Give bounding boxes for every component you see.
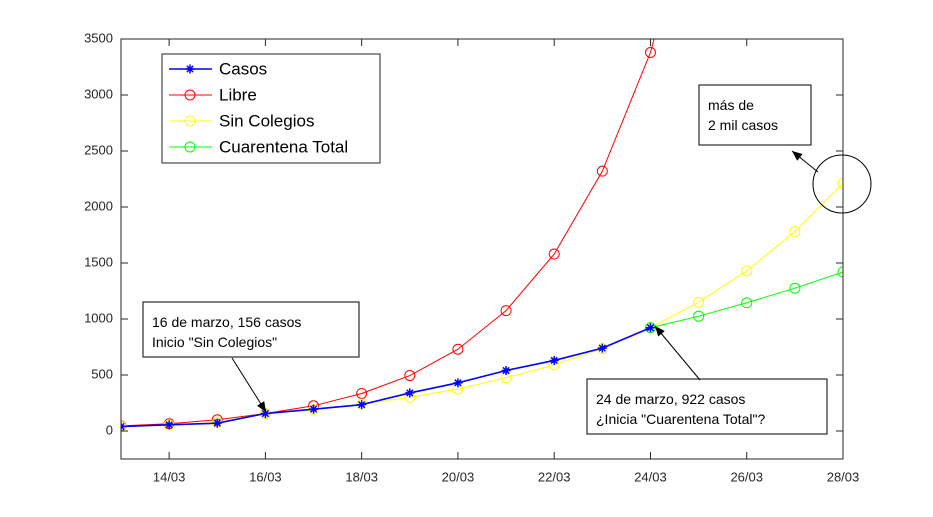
y-tick-label: 3500 bbox=[84, 30, 113, 45]
axes-box bbox=[120, 38, 844, 460]
plot-area bbox=[121, 39, 843, 433]
series-line bbox=[650, 271, 843, 329]
y-tick-label: 1000 bbox=[84, 310, 113, 325]
marker bbox=[837, 266, 843, 278]
marker bbox=[644, 46, 656, 58]
marker bbox=[548, 248, 560, 260]
x-tick-label: 14/03 bbox=[153, 469, 186, 484]
y-tick-label: 2000 bbox=[84, 198, 113, 213]
annotation-text: 24 de marzo, 922 casos bbox=[596, 391, 745, 407]
legend-box bbox=[161, 53, 381, 164]
annotation-text: ¿Inicia "Cuarentena Total"? bbox=[596, 411, 765, 427]
legend-label: Sin Colegios bbox=[219, 111, 314, 130]
arrow-head bbox=[655, 326, 665, 337]
highlight-circle bbox=[812, 154, 872, 214]
x-tick-label: 20/03 bbox=[442, 469, 475, 484]
series-line bbox=[121, 326, 651, 428]
marker bbox=[597, 343, 607, 353]
legend-marker bbox=[184, 89, 196, 101]
legend-marker bbox=[184, 141, 196, 153]
marker bbox=[405, 388, 415, 398]
marker bbox=[837, 177, 843, 189]
marker bbox=[549, 355, 559, 365]
marker bbox=[357, 400, 367, 410]
marker bbox=[693, 310, 705, 322]
x-tick-label: 24/03 bbox=[634, 469, 667, 484]
marker bbox=[309, 404, 319, 414]
x-tick-label: 22/03 bbox=[538, 469, 571, 484]
marker bbox=[500, 305, 512, 317]
legend-label: Cuarentena Total bbox=[219, 137, 348, 156]
x-tick-label: 16/03 bbox=[249, 469, 282, 484]
marker bbox=[789, 282, 801, 294]
y-tick-label: 500 bbox=[91, 366, 113, 381]
y-tick-label: 3000 bbox=[84, 86, 113, 101]
y-tick-label: 2500 bbox=[84, 142, 113, 157]
annotation-box bbox=[698, 84, 812, 146]
marker bbox=[453, 378, 463, 388]
annotation-text: Inicio "Sin Colegios" bbox=[152, 334, 277, 350]
marker bbox=[741, 265, 753, 277]
legend-label: Casos bbox=[219, 59, 267, 78]
marker bbox=[164, 420, 174, 430]
x-tick-label: 26/03 bbox=[730, 469, 763, 484]
y-tick-label: 0 bbox=[106, 422, 113, 437]
marker bbox=[596, 165, 608, 177]
x-tick-label: 28/03 bbox=[827, 469, 860, 484]
annotation-text: 16 de marzo, 156 casos bbox=[152, 314, 301, 330]
marker bbox=[644, 322, 656, 334]
annotation-text: 2 mil casos bbox=[708, 117, 778, 133]
marker bbox=[212, 418, 222, 428]
marker bbox=[356, 387, 368, 399]
marker bbox=[501, 366, 511, 376]
arrow-head bbox=[792, 151, 803, 161]
marker bbox=[452, 343, 464, 355]
marker bbox=[404, 370, 416, 382]
overlay: Casos Libre Sin Colegios Cuarentena Total 16… bbox=[142, 53, 872, 435]
marker bbox=[741, 297, 753, 309]
legend-marker bbox=[185, 64, 195, 74]
annotation-arrow bbox=[654, 325, 701, 381]
legend-marker bbox=[184, 115, 196, 127]
annotation-box bbox=[142, 301, 360, 358]
legend-label: Libre bbox=[219, 85, 257, 104]
marker bbox=[789, 226, 801, 238]
y-tick-label: 1500 bbox=[84, 254, 113, 269]
annotation-box bbox=[586, 378, 828, 435]
marker bbox=[645, 323, 655, 333]
x-tick-label: 18/03 bbox=[345, 469, 378, 484]
marker bbox=[693, 296, 705, 308]
marker bbox=[260, 409, 270, 419]
annotation-arrow bbox=[231, 357, 267, 413]
arrow-head bbox=[256, 401, 266, 412]
annotation-text: más de bbox=[708, 97, 754, 113]
